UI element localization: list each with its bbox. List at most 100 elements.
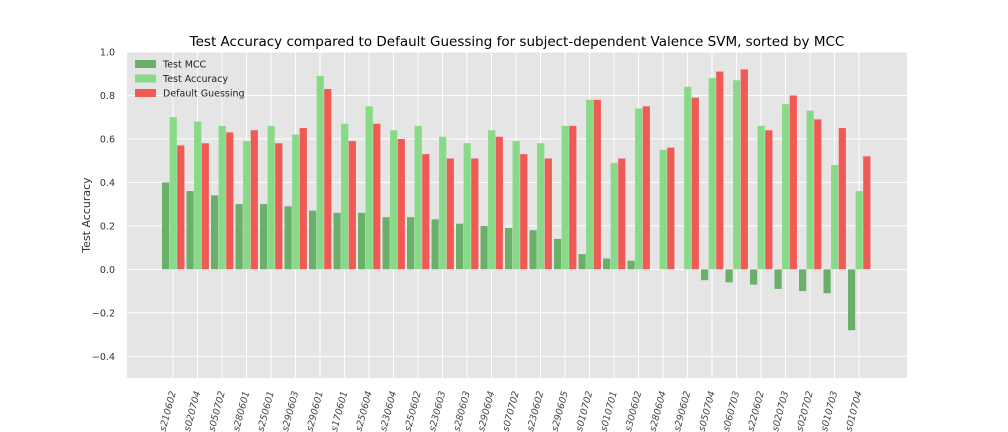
bar-default-guessing <box>642 106 650 270</box>
bar-default-guessing <box>520 154 528 270</box>
bar-default-guessing <box>422 154 430 270</box>
bar-test-mcc <box>848 269 856 331</box>
bars <box>162 69 871 331</box>
y-tick-label: 0.0 <box>100 265 115 276</box>
bar-default-guessing <box>275 143 283 270</box>
bar-test-mcc <box>235 204 243 270</box>
bar-default-guessing <box>765 130 773 270</box>
bar-default-guessing <box>667 147 675 270</box>
x-tick-labels: s210602 s020704 s050702 s280601 s250601 s2906… <box>158 390 865 432</box>
x-tick-label: s050704 <box>697 390 718 432</box>
bar-test-accuracy <box>708 78 716 270</box>
bar-test-accuracy <box>806 110 814 270</box>
bar-test-accuracy <box>757 125 765 270</box>
x-tick-label: s290603 <box>280 390 301 432</box>
legend: Test MCC Test Accuracy Default Guessing <box>135 60 245 100</box>
bar-test-accuracy <box>169 117 177 270</box>
bar-default-guessing <box>716 71 724 270</box>
legend-swatch <box>135 89 156 97</box>
x-tick-label: s210602 <box>158 390 179 432</box>
bar-test-accuracy <box>414 125 422 270</box>
chart-title: Test Accuracy compared to Default Guessi… <box>189 34 845 50</box>
x-tick-label: s050702 <box>207 390 228 432</box>
x-tick-label: s230602 <box>525 390 546 432</box>
bar-test-accuracy <box>463 143 471 270</box>
bar-default-guessing <box>740 69 748 270</box>
bar-test-accuracy <box>586 99 594 270</box>
bar-test-mcc <box>627 260 635 270</box>
bar-default-guessing <box>814 119 822 270</box>
bar-test-accuracy <box>218 125 226 270</box>
bar-test-mcc <box>431 219 439 270</box>
bar-default-guessing <box>446 158 454 270</box>
x-tick-label: s250601 <box>256 390 277 432</box>
x-tick-label: s250602 <box>403 390 424 432</box>
bar-test-mcc <box>162 182 170 270</box>
bar-test-accuracy <box>267 125 275 270</box>
bar-test-accuracy <box>194 121 202 270</box>
bar-default-guessing <box>373 123 381 270</box>
bar-test-mcc <box>554 238 562 270</box>
bar-test-mcc <box>333 212 341 270</box>
x-tick-label: s250604 <box>354 390 375 432</box>
x-tick-label: s170601 <box>329 390 350 432</box>
bar-test-accuracy <box>512 141 520 270</box>
bar-test-accuracy <box>684 86 692 270</box>
x-tick-label: s290604 <box>476 390 497 432</box>
bar-default-guessing <box>618 158 626 270</box>
y-tick-label: −0.4 <box>92 352 115 363</box>
bar-default-guessing <box>495 136 503 270</box>
legend-label: Test MCC <box>162 60 207 71</box>
x-tick-label: s010703 <box>819 390 840 432</box>
x-tick-label: s290601 <box>305 390 326 432</box>
y-tick-label: 0.2 <box>100 221 115 232</box>
bar-test-accuracy <box>659 149 667 270</box>
bar-default-guessing <box>299 128 307 270</box>
x-tick-label: s020704 <box>182 390 203 432</box>
bar-test-accuracy <box>488 130 496 270</box>
bar-test-mcc <box>578 254 586 270</box>
x-tick-label: s220602 <box>746 390 767 432</box>
bar-default-guessing <box>544 158 552 270</box>
x-tick-label: s300602 <box>623 390 644 432</box>
bar-test-mcc <box>456 223 464 270</box>
y-tick-label: 1.0 <box>100 48 115 59</box>
bar-default-guessing <box>838 128 846 270</box>
bar-default-guessing <box>177 145 185 270</box>
bar-test-mcc <box>382 217 390 270</box>
x-tick-label: s010704 <box>844 390 865 432</box>
bar-test-mcc <box>799 269 807 292</box>
bar-test-accuracy <box>831 165 839 270</box>
bar-test-accuracy <box>341 123 349 270</box>
x-tick-label: s290605 <box>550 390 571 432</box>
bar-test-mcc <box>309 210 317 270</box>
bar-test-mcc <box>603 258 611 270</box>
bar-test-mcc <box>725 269 733 283</box>
bar-test-mcc <box>186 191 194 270</box>
bar-default-guessing <box>201 143 209 270</box>
legend-swatch <box>135 74 156 83</box>
bar-test-mcc <box>211 195 219 270</box>
x-tick-label: s280601 <box>231 390 252 432</box>
legend-label: Default Guessing <box>163 89 245 100</box>
bar-test-mcc <box>774 269 782 289</box>
bar-test-accuracy <box>610 162 618 270</box>
x-tick-label: s230603 <box>427 390 448 432</box>
x-tick-label: s290602 <box>672 390 693 432</box>
bar-default-guessing <box>250 130 258 270</box>
bar-test-accuracy <box>733 80 741 270</box>
x-tick-label: s280604 <box>648 390 669 432</box>
bar-default-guessing <box>324 88 332 270</box>
bar-test-mcc <box>407 217 415 270</box>
bar-default-guessing <box>471 158 479 270</box>
bar-test-mcc <box>529 230 537 270</box>
y-tick-label: 0.8 <box>100 91 115 102</box>
y-tick-label: −0.2 <box>92 308 115 319</box>
legend-label: Test Accuracy <box>162 74 228 85</box>
bar-test-mcc <box>701 269 709 281</box>
bar-test-accuracy <box>365 106 373 270</box>
y-tick-labels: −0.4 −0.2 0.0 0.2 0.4 0.6 0.8 1.0 <box>92 48 115 363</box>
bar-test-accuracy <box>439 136 447 270</box>
bar-test-accuracy <box>243 141 251 270</box>
